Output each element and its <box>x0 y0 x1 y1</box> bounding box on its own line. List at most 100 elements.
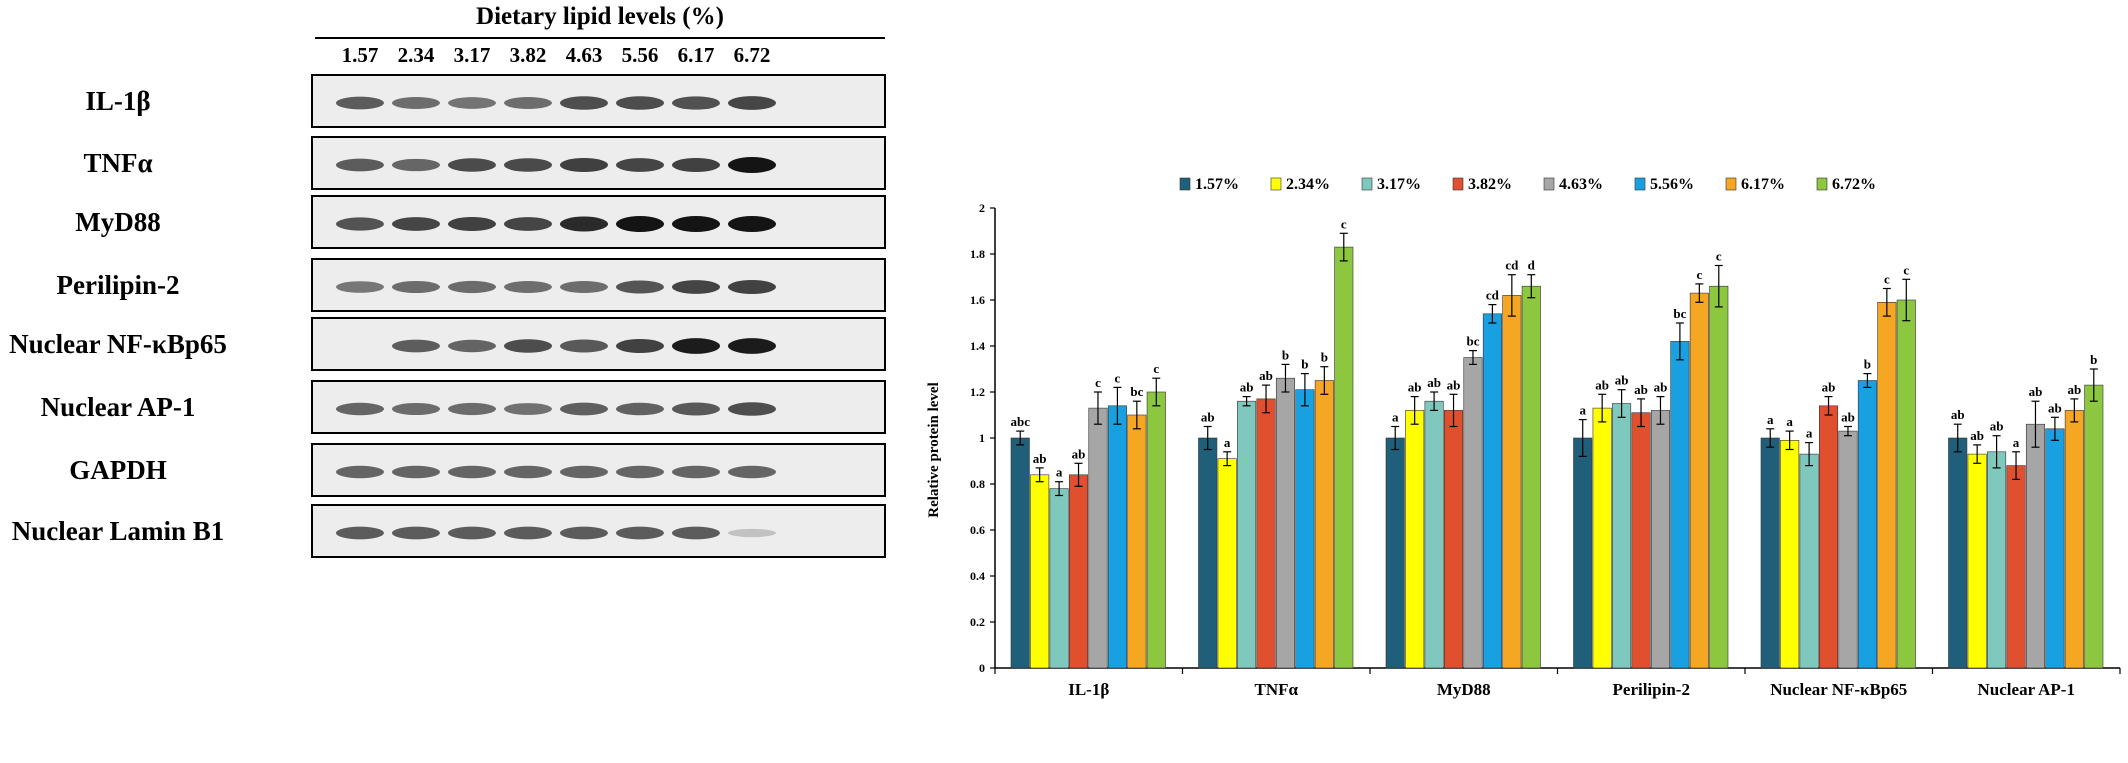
chart-legend: 1.57% 2.34% 3.17% 3.82% 4.63% 5.56% 6.17% 6.72% <box>1179 176 1876 193</box>
category-label: Perilipin-2 <box>1613 680 1690 699</box>
protein-band <box>392 280 440 294</box>
protein-band <box>504 465 552 479</box>
significance-label: ab <box>1990 419 2004 434</box>
protein-band <box>392 402 440 416</box>
lane-label: 4.63 <box>566 43 603 67</box>
protein-band <box>448 465 496 479</box>
series: aab ab aba ab <box>1049 373 2007 669</box>
bar <box>1010 437 1030 669</box>
protein-band <box>336 465 384 479</box>
series: abc ab a aa ab <box>1010 403 1968 669</box>
protein-band <box>504 339 552 353</box>
protein-band <box>336 526 384 540</box>
protein-band <box>336 96 384 110</box>
category-label: Nuclear AP-1 <box>1978 680 2075 699</box>
protein-band <box>616 280 664 294</box>
blot-row: Nuclear Lamin B1 <box>12 504 886 558</box>
bar <box>1314 380 1334 669</box>
y-tick-label: 1.6 <box>970 293 985 307</box>
protein-band <box>392 217 440 231</box>
significance-label: ab <box>1408 380 1422 395</box>
protein-band <box>616 96 664 110</box>
protein-band <box>672 216 720 232</box>
significance-label: ab <box>2067 382 2081 397</box>
protein-band <box>672 96 720 110</box>
lane-label: 3.17 <box>454 43 491 67</box>
significance-label: ab <box>2048 400 2062 415</box>
bar <box>1385 437 1405 669</box>
protein-band <box>336 402 384 416</box>
significance-label: b <box>1282 347 1289 362</box>
significance-label: a <box>1224 435 1231 450</box>
significance-label: ab <box>1634 382 1648 397</box>
protein-label: Perilipin-2 <box>57 270 180 300</box>
significance-label: a <box>1767 412 1774 427</box>
protein-label: Nuclear Lamin B1 <box>12 516 225 546</box>
protein-band <box>504 403 552 415</box>
protein-band <box>392 465 440 479</box>
protein-band <box>616 465 664 479</box>
significance-label: a <box>1806 426 1813 441</box>
protein-band <box>448 339 496 353</box>
protein-band <box>336 281 384 293</box>
bar <box>1857 380 1877 669</box>
bar <box>1780 439 1800 669</box>
significance-label: c <box>1696 267 1702 282</box>
legend-label: 3.82% <box>1468 176 1512 193</box>
y-axis-label: Relative protein level <box>926 382 942 518</box>
significance-label: c <box>1341 216 1347 231</box>
significance-label: ab <box>1970 428 1984 443</box>
protein-band <box>728 280 776 294</box>
significance-label: d <box>1528 258 1536 273</box>
significance-label: b <box>1301 357 1308 372</box>
legend-label: 4.63% <box>1559 176 1603 193</box>
bar <box>1967 453 1987 669</box>
significance-label: b <box>1864 357 1871 372</box>
blot-title: Dietary lipid levels (%) <box>476 3 724 30</box>
protein-band <box>392 158 440 172</box>
protein-band <box>560 280 608 294</box>
significance-label: a <box>1392 410 1399 425</box>
bar <box>1295 389 1315 669</box>
significance-label: ab <box>1259 368 1273 383</box>
significance-label: ab <box>1033 451 1047 466</box>
bar <box>1424 400 1444 669</box>
protein-band <box>336 158 384 172</box>
protein-band <box>672 526 720 540</box>
y-tick-label: 1.8 <box>970 247 985 261</box>
legend-swatch <box>1270 177 1282 191</box>
bar <box>1709 285 1729 669</box>
blot-row: Nuclear NF-κBp65 <box>9 317 886 371</box>
legend-swatch <box>1361 177 1373 191</box>
bar <box>1592 407 1612 669</box>
y-tick-label: 0.6 <box>970 523 985 537</box>
blot-row: GAPDH <box>69 443 886 497</box>
significance-label: cd <box>1486 288 1500 303</box>
significance-label: ab <box>1841 410 1855 425</box>
bar <box>1444 410 1464 669</box>
protein-band <box>504 158 552 172</box>
bar <box>1670 341 1690 669</box>
category-label: TNFα <box>1255 680 1299 699</box>
significance-label: bc <box>1466 334 1479 349</box>
blot-row: Nuclear AP-1 <box>41 380 886 434</box>
bar <box>1275 377 1295 669</box>
protein-band <box>448 158 496 172</box>
protein-band <box>616 158 664 172</box>
y-tick-label: 1 <box>979 431 985 445</box>
significance-label: a <box>2013 435 2020 450</box>
bar <box>1107 405 1127 669</box>
significance-label: c <box>1903 262 1909 277</box>
significance-label: ab <box>1072 446 1086 461</box>
x-axis: IL-1β TNFα MyD88 Perilipin-2 Nuclear NF-κBp6… <box>994 667 2121 699</box>
lane-label: 2.34 <box>398 43 435 67</box>
bar <box>1127 414 1147 669</box>
protein-band <box>560 465 608 479</box>
bar <box>2064 410 2084 669</box>
protein-band <box>728 216 776 232</box>
protein-band <box>560 157 608 173</box>
lane-label: 3.82 <box>510 43 547 67</box>
bar <box>1948 437 1968 669</box>
